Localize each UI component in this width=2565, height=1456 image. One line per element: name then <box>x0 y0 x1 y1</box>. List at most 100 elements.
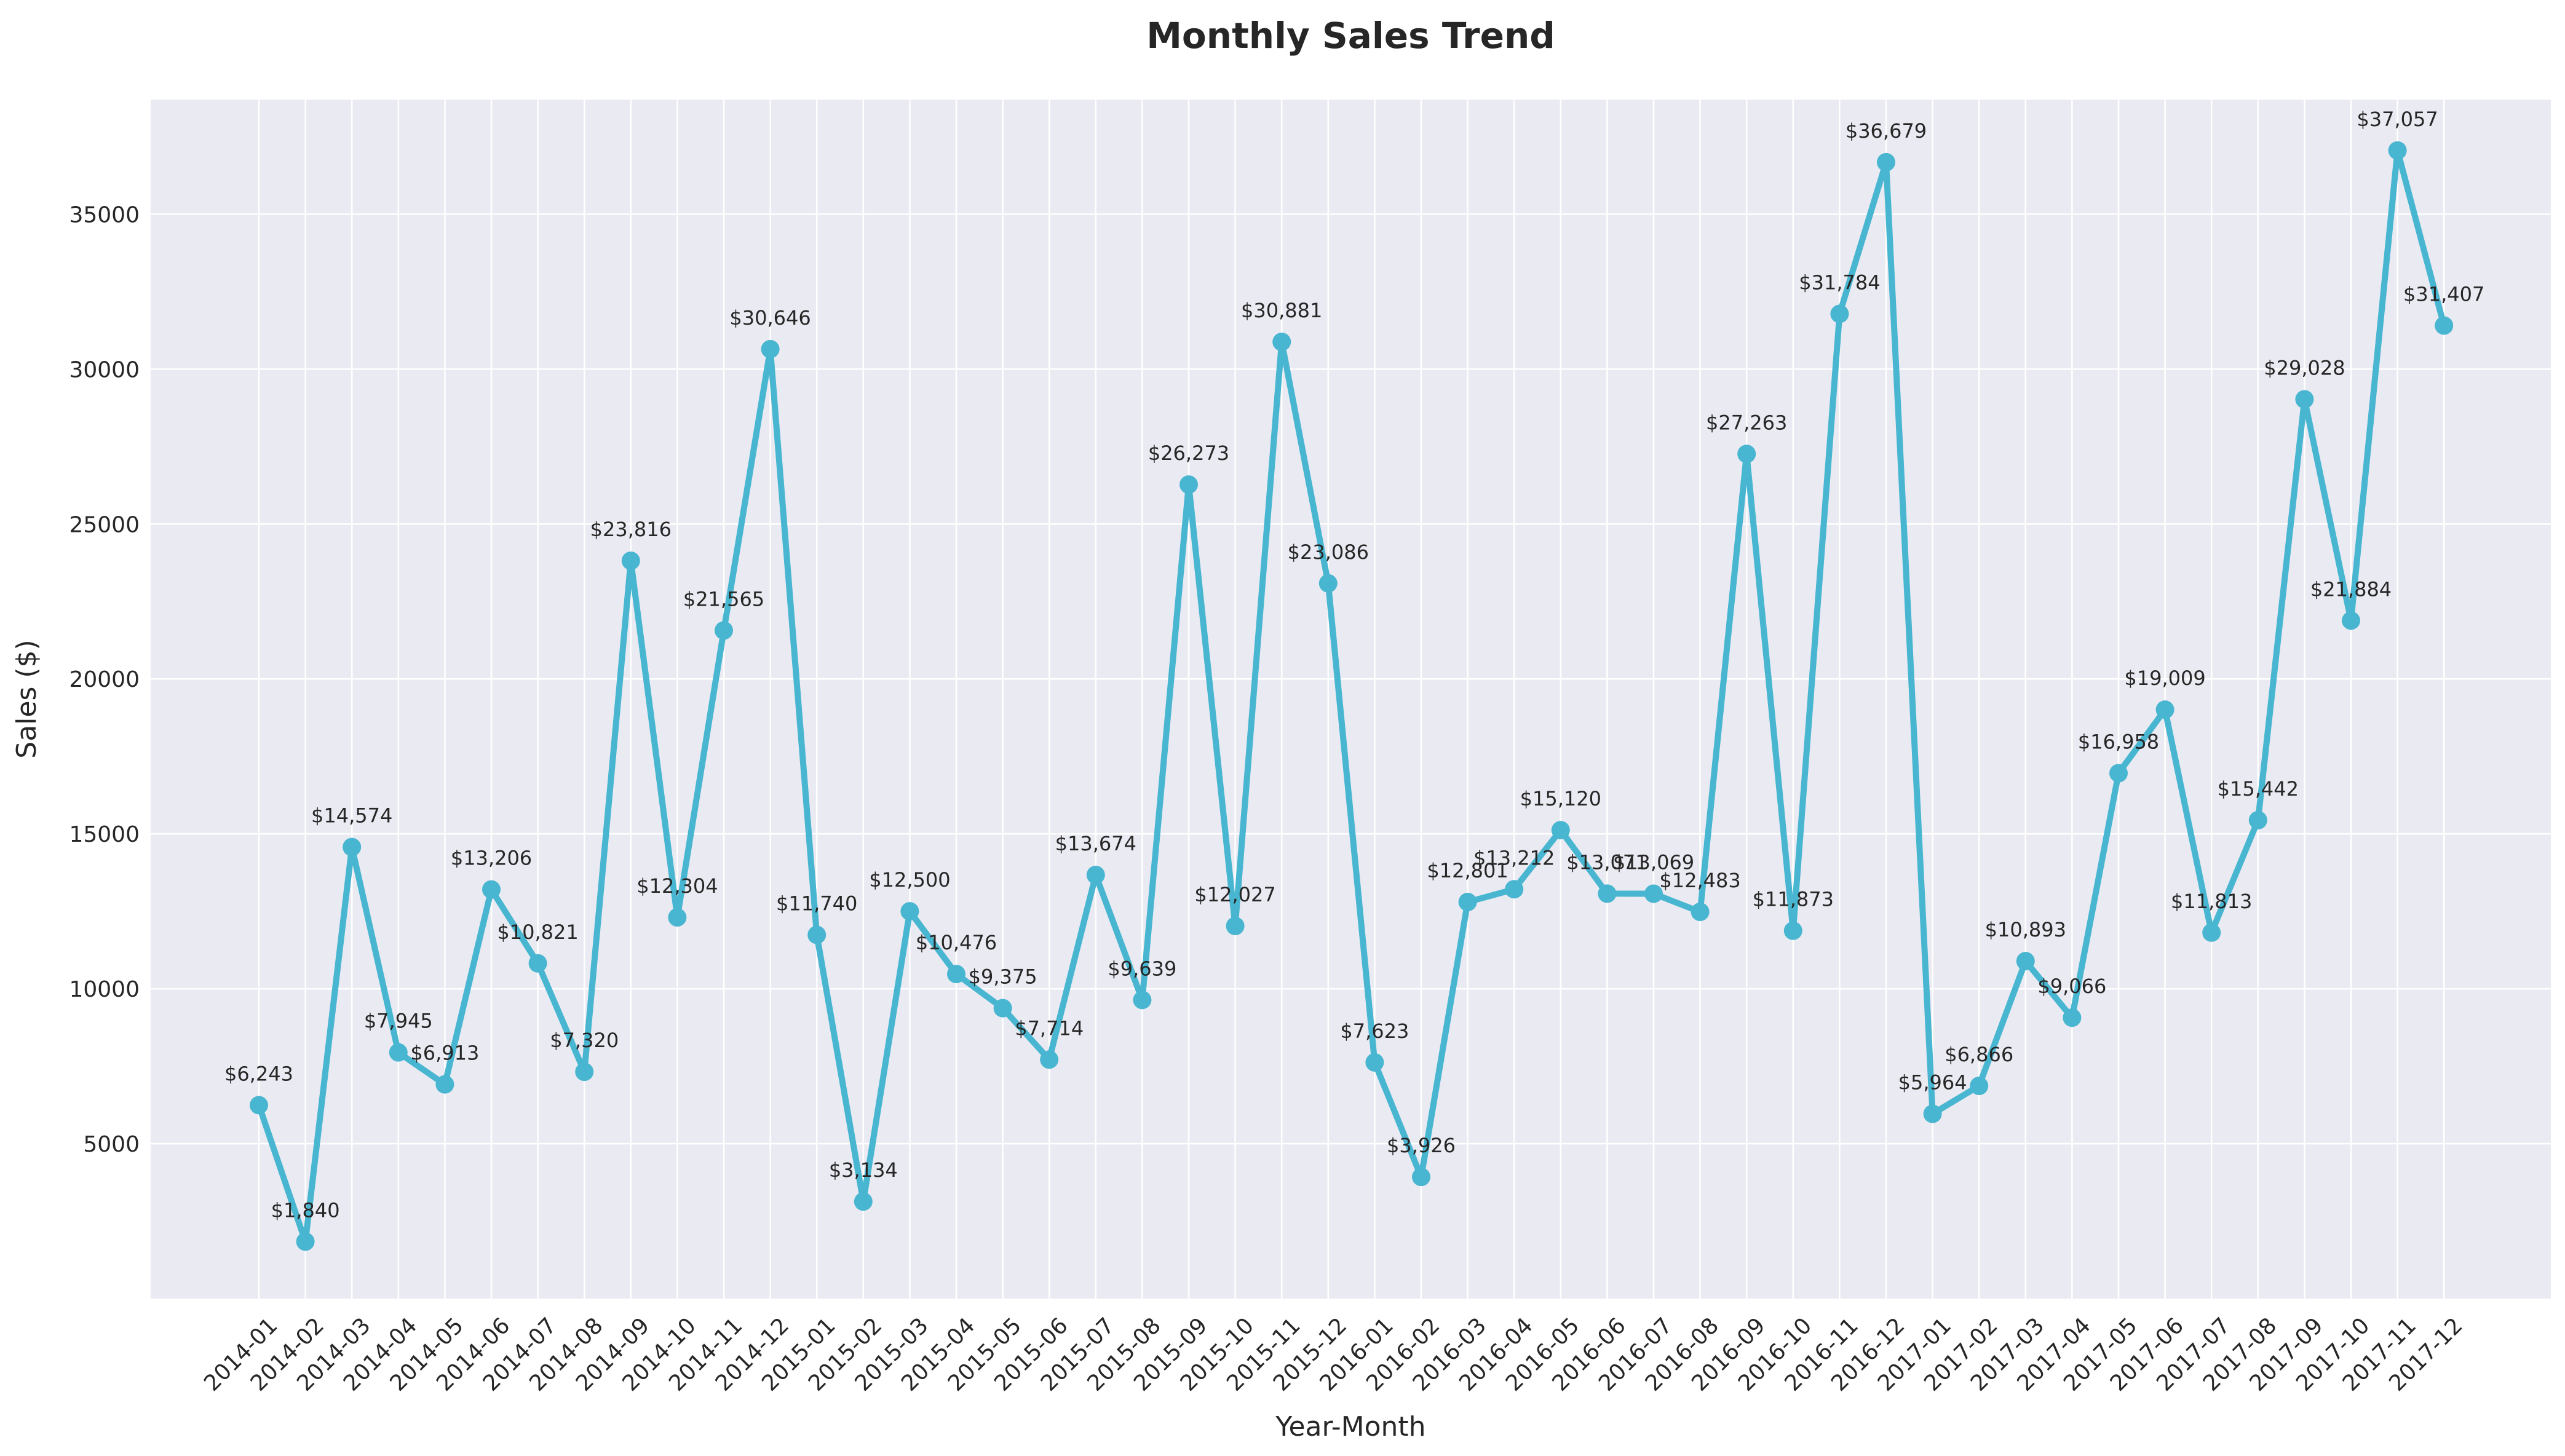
data-label: $37,057 <box>2357 108 2438 131</box>
data-point <box>1691 903 1710 922</box>
data-point <box>1365 1053 1384 1072</box>
data-label: $30,881 <box>1241 299 1322 322</box>
x-axis-label: Year-Month <box>1275 1411 1425 1442</box>
data-point <box>343 837 362 857</box>
data-label: $11,873 <box>1753 888 1834 911</box>
data-point <box>1226 916 1245 935</box>
data-label: $36,679 <box>1845 119 1927 143</box>
data-point <box>1086 866 1105 884</box>
data-label: $13,069 <box>1613 850 1694 874</box>
data-label: $19,009 <box>2124 667 2205 690</box>
data-point <box>389 1043 408 1062</box>
data-point <box>1644 884 1663 903</box>
data-point <box>296 1232 315 1251</box>
data-point <box>482 880 501 899</box>
data-point <box>807 925 827 944</box>
data-point <box>2435 316 2454 335</box>
data-label: $21,884 <box>2310 577 2392 601</box>
data-label: $5,964 <box>1898 1070 1967 1094</box>
data-point <box>1923 1104 1942 1123</box>
data-label: $12,304 <box>636 874 718 898</box>
data-label: $7,320 <box>550 1029 619 1052</box>
data-label: $10,476 <box>916 931 997 954</box>
data-point <box>435 1075 454 1094</box>
data-point <box>1133 991 1152 1010</box>
y-tick-label: 35000 <box>69 202 140 228</box>
y-tick-label: 10000 <box>69 977 140 1002</box>
data-point <box>2342 611 2360 630</box>
data-points <box>250 141 2454 1251</box>
data-label: $9,639 <box>1108 957 1176 980</box>
data-label: $23,086 <box>1288 540 1369 564</box>
y-tick-label: 15000 <box>69 822 140 847</box>
data-label: $29,028 <box>2264 356 2345 379</box>
data-label: $6,243 <box>224 1062 293 1085</box>
data-label: $15,442 <box>2218 777 2299 801</box>
y-axis-ticks: 5000 10000 15000 20000 25000 30000 35000 <box>69 202 140 1157</box>
data-point <box>2109 764 2128 783</box>
data-label: $7,945 <box>364 1010 433 1033</box>
data-point <box>1830 304 1849 323</box>
data-label: $3,926 <box>1387 1134 1456 1157</box>
data-label: $11,740 <box>776 892 857 915</box>
data-point <box>528 954 547 973</box>
data-point <box>621 551 640 570</box>
data-label: $6,866 <box>1945 1043 2013 1066</box>
plot-area <box>151 100 2551 1299</box>
data-point <box>947 965 965 984</box>
data-label: $10,821 <box>497 920 578 944</box>
data-point <box>2202 923 2221 942</box>
data-point <box>1598 884 1617 903</box>
data-label: $31,784 <box>1799 271 1880 294</box>
data-point <box>761 339 780 358</box>
data-point <box>900 902 919 921</box>
data-label: $26,273 <box>1148 441 1229 465</box>
data-point <box>1458 892 1477 911</box>
data-label: $30,646 <box>729 306 811 330</box>
data-point <box>1783 921 1802 940</box>
data-label: $13,212 <box>1473 846 1555 869</box>
data-label: $31,407 <box>2403 282 2484 306</box>
series-line <box>256 147 2448 1245</box>
data-label: $11,813 <box>2171 890 2252 913</box>
data-point <box>715 621 733 640</box>
data-label: $3,134 <box>829 1158 898 1182</box>
data-point <box>2248 810 2267 829</box>
data-point <box>1505 880 1524 899</box>
data-label: $7,714 <box>1015 1016 1084 1040</box>
data-point <box>2155 700 2175 719</box>
data-point <box>1877 152 1895 172</box>
data-label: $1,840 <box>271 1198 340 1222</box>
data-label: $7,623 <box>1340 1019 1409 1043</box>
data-label: $12,801 <box>1427 859 1508 882</box>
data-label: $23,816 <box>590 518 672 541</box>
data-point <box>2063 1008 2082 1027</box>
chart-title: Monthly Sales Trend <box>1146 15 1555 57</box>
data-label: $6,913 <box>410 1042 479 1065</box>
y-tick-label: 30000 <box>69 357 140 382</box>
data-point <box>1737 445 1756 464</box>
data-point <box>668 908 687 927</box>
data-label: $14,574 <box>311 804 392 828</box>
data-point <box>2295 390 2314 409</box>
data-label: $13,206 <box>451 847 532 870</box>
data-point <box>1318 574 1338 593</box>
y-tick-label: 20000 <box>69 667 140 692</box>
grid <box>151 100 2551 1299</box>
data-labels: $6,243 $1,840 $14,574 $7,945 $6,913 $13,206 $1… <box>224 108 2484 1222</box>
data-point <box>575 1062 594 1082</box>
data-point <box>1551 821 1570 840</box>
data-label: $15,120 <box>1520 787 1601 810</box>
data-point <box>993 999 1012 1018</box>
data-label: $12,027 <box>1194 883 1275 906</box>
data-point <box>854 1192 873 1211</box>
x-axis-ticks: 2014-012014-022014-032014-042014-052014-… <box>199 1313 2468 1396</box>
data-label: $9,066 <box>2037 975 2106 998</box>
data-label: $10,893 <box>1985 918 2066 941</box>
data-label: $12,483 <box>1659 869 1740 892</box>
data-label: $27,263 <box>1706 411 1787 434</box>
data-label: $13,071 <box>1566 850 1647 874</box>
y-axis-label: Sales ($) <box>11 639 42 758</box>
